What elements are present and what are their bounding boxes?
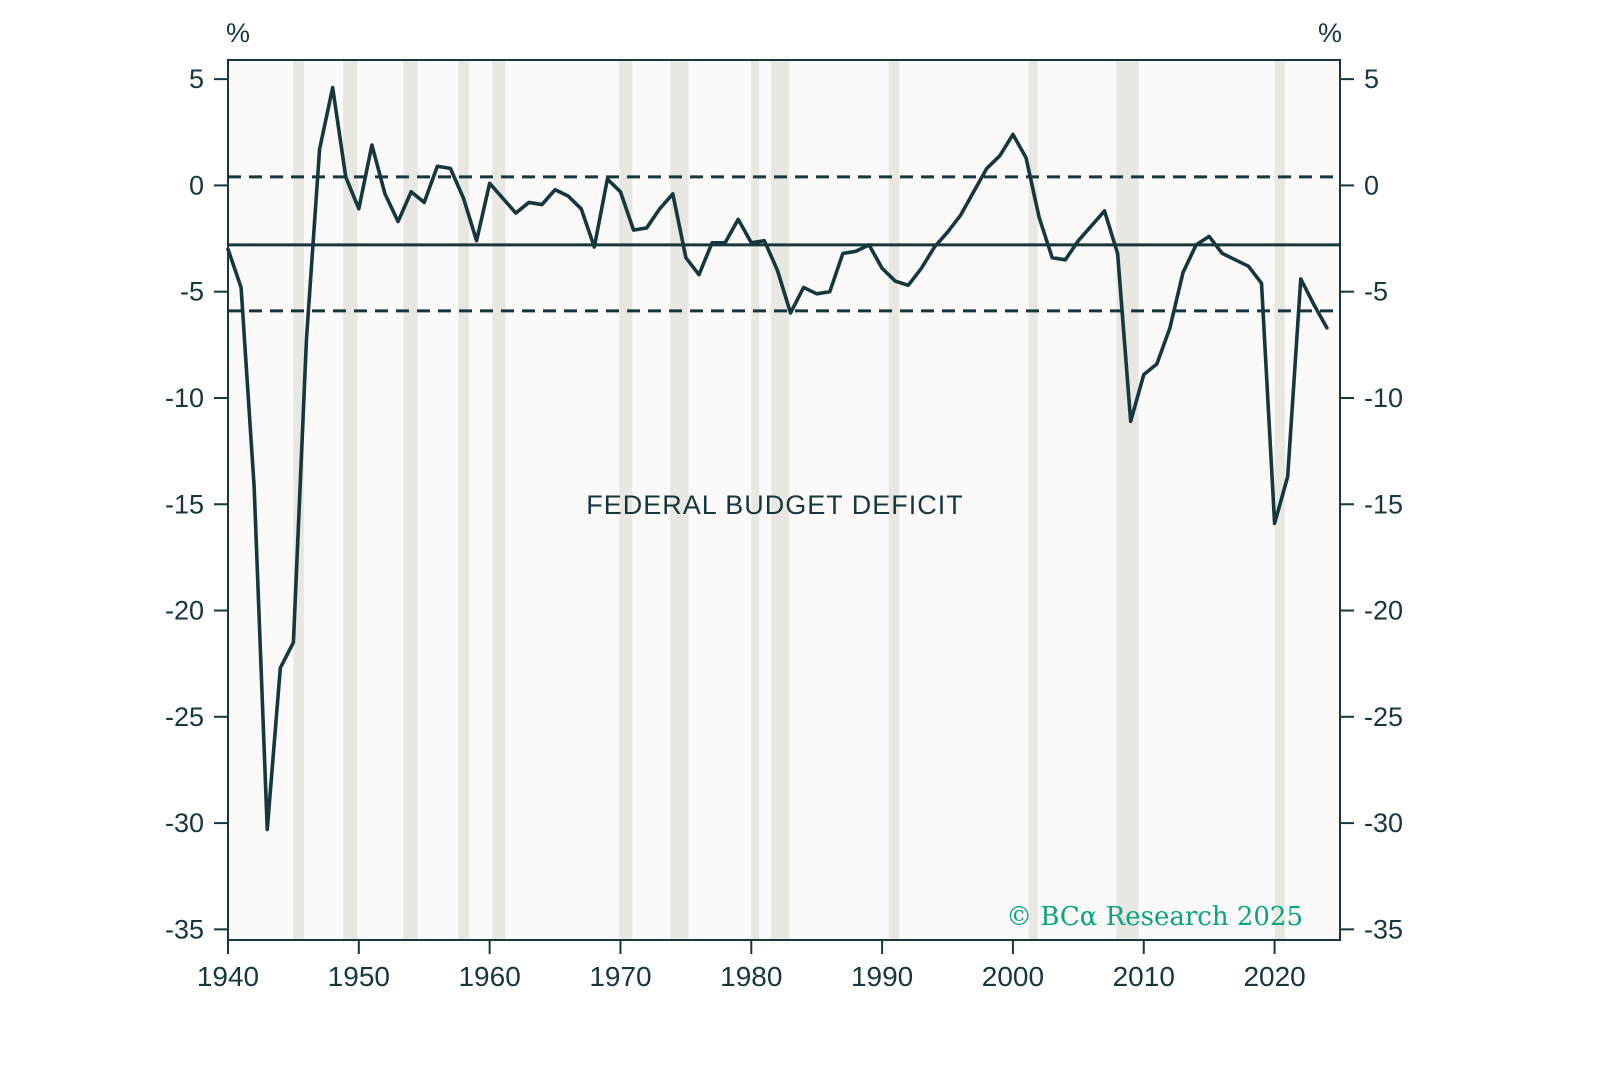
y-axis-unit-right: % bbox=[1318, 18, 1343, 48]
recession-band bbox=[670, 60, 689, 940]
recession-band bbox=[1028, 60, 1038, 940]
recession-band bbox=[770, 60, 790, 940]
y-tick-label-left: -5 bbox=[180, 277, 204, 307]
y-tick-label-right: 5 bbox=[1364, 64, 1379, 94]
y-tick-label-left: -20 bbox=[165, 596, 204, 626]
y-tick-label-left: -35 bbox=[165, 914, 204, 944]
y-tick-label-right: -25 bbox=[1364, 702, 1403, 732]
deficit-series-line bbox=[226, 85, 1329, 832]
recession-band bbox=[888, 60, 900, 940]
x-tick-label: 1950 bbox=[328, 961, 390, 992]
y-tick-label-right: -10 bbox=[1364, 383, 1403, 413]
x-tick-label: 2010 bbox=[1113, 961, 1175, 992]
recession-band bbox=[492, 60, 506, 940]
y-tick-label-right: -35 bbox=[1364, 914, 1403, 944]
y-tick-label-right: -30 bbox=[1364, 808, 1403, 838]
y-tick-label-left: -25 bbox=[165, 702, 204, 732]
y-tick-label-left: -15 bbox=[165, 489, 204, 519]
x-tick-label: 2020 bbox=[1243, 961, 1305, 992]
recession-band bbox=[403, 60, 418, 940]
recession-band bbox=[343, 60, 358, 940]
x-tick-label: 1980 bbox=[720, 961, 782, 992]
recession-band bbox=[619, 60, 633, 940]
y-tick-label-left: 0 bbox=[189, 170, 204, 200]
x-tick-label: 1960 bbox=[458, 961, 520, 992]
y-tick-label-right: -5 bbox=[1364, 277, 1388, 307]
y-tick-label-left: -30 bbox=[165, 808, 204, 838]
bca-research-watermark: © BCα Research 2025 bbox=[1006, 902, 1303, 932]
y-tick-label-right: -15 bbox=[1364, 489, 1403, 519]
recession-band bbox=[1116, 60, 1139, 940]
chart-title: FEDERAL BUDGET DEFICIT bbox=[586, 490, 964, 520]
plot-border bbox=[227, 59, 1341, 941]
y-tick-label-left: 5 bbox=[189, 64, 204, 94]
y-tick-label-right: -20 bbox=[1364, 596, 1403, 626]
recession-band bbox=[751, 60, 760, 940]
x-tick-label: 1970 bbox=[589, 961, 651, 992]
recession-band bbox=[458, 60, 469, 940]
y-tick-label-left: -10 bbox=[165, 383, 204, 413]
y-tick-label-right: 0 bbox=[1364, 170, 1379, 200]
y-axis-unit-left: % bbox=[226, 18, 251, 48]
x-tick-label: 2000 bbox=[982, 961, 1044, 992]
x-tick-label: 1990 bbox=[851, 961, 913, 992]
x-tick-label: 1940 bbox=[197, 961, 259, 992]
